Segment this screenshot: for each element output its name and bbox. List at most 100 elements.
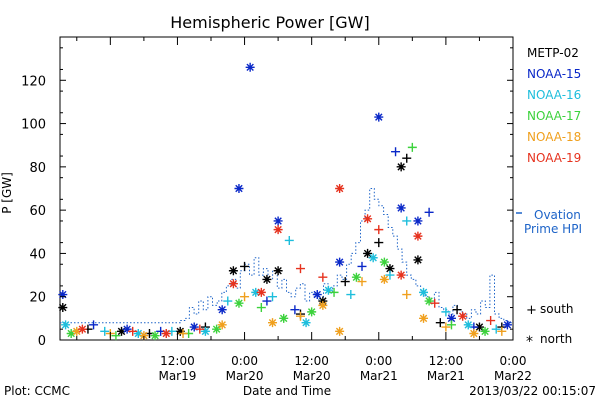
data-point-south [441,322,451,332]
data-point-south [402,290,412,300]
plot-frame [59,36,514,341]
data-point-north [318,300,328,310]
legend-item: NOAA-19 [527,151,581,165]
data-point-south [391,147,401,157]
chart-title: Hemispheric Power [GW] [170,13,369,32]
data-point-north [217,320,227,330]
data-point-north [58,290,68,300]
data-point-north [279,313,289,323]
data-point-north [379,257,389,267]
data-point-north [502,320,512,330]
data-point-south [89,320,99,330]
data-point-north [335,257,345,267]
north-legend-label: north [540,332,572,346]
data-point-south [223,296,233,306]
data-point-north [161,329,171,339]
data-point-north [379,274,389,284]
legend-item: NOAA-18 [527,130,581,144]
ovation-hpi-line [60,188,513,324]
data-point-south [407,142,417,152]
legend-item: METP-02 [527,46,579,60]
x-tick-label-date: Mar20 [293,369,331,383]
data-point-north [413,255,423,265]
data-point-north [469,329,479,339]
data-point-south [290,305,300,315]
data-point-north [419,287,429,297]
y-tick-label: 80 [29,161,46,176]
data-point-north [351,272,361,282]
data-point-south [402,153,412,163]
data-point-north [396,203,406,213]
data-point-north [413,231,423,241]
data-point-south [195,324,205,334]
data-point-south [385,270,395,280]
x-tick-label-time: 0:00 [365,354,392,368]
y-tick-label: 100 [21,118,46,133]
y-tick-label: 120 [21,74,46,89]
data-point-south [446,320,456,330]
data-point-north [234,184,244,193]
ovation-hpi-series [60,188,513,324]
data-point-south [497,326,507,336]
y-axis-label: P [GW] [0,172,14,214]
ovation-legend-label-line1: Ovation [534,208,581,222]
data-point-north [312,290,322,300]
data-point-north [228,279,238,289]
data-point-south [268,292,278,302]
data-point-south [374,238,384,248]
y-tick-label: 40 [29,247,46,262]
data-point-south [284,235,294,245]
data-point-north [396,270,406,280]
data-point-north [323,285,333,295]
data-point-north [474,322,484,332]
data-point-south [100,326,110,336]
legend-item: NOAA-16 [527,88,581,102]
data-point-south [452,305,462,315]
data-point-north [385,264,395,274]
south-legend-label: south [540,302,574,316]
data-point-north [251,287,261,297]
plot-source-label: Plot: CCMC [4,384,70,398]
data-point-north [256,287,266,297]
data-point-north [368,253,378,263]
data-point-south [486,316,496,326]
data-point-north [480,326,490,336]
data-point-south [357,277,367,287]
data-point-north [72,326,82,336]
data-point-north [77,324,87,334]
data-point-south [374,225,384,235]
legend-item: NOAA-17 [527,109,581,123]
data-point-north [234,298,244,308]
data-point-north [374,112,384,122]
data-point-north [463,320,473,330]
y-axis: 0 20 40 60 80 100 120 [21,47,513,349]
y-tick-label: 60 [29,204,46,219]
x-tick-label-time: 0:00 [500,354,527,368]
x-tick-label-time: 12:00 [429,354,464,368]
data-point-south [111,331,121,341]
data-point-north [66,329,76,339]
data-point-north [117,326,127,336]
x-tick-label-time: 12:00 [294,354,329,368]
data-point-north [424,296,434,306]
x-axis-label: Date and Time [243,384,331,398]
data-point-south [430,298,440,308]
x-tick-label-time: 12:00 [160,354,195,368]
data-point-south [491,324,501,334]
x-axis: 12:00Mar190:00Mar2012:00Mar200:00Mar2112… [76,37,532,383]
data-point-south [295,264,305,274]
x-tick-label-date: Mar21 [360,369,398,383]
data-point-north [446,313,456,323]
data-point-south [329,287,339,297]
x-tick-label-date: Mar22 [494,369,532,383]
data-point-north [458,311,468,321]
y-tick-label: 0 [38,334,46,349]
data-point-north [262,274,272,284]
data-point-north [335,184,345,193]
data-point-north [396,162,406,172]
data-point-north [189,322,199,332]
x-tick-label-date: Mar19 [158,369,196,383]
data-point-south [340,277,350,287]
data-point-north [245,62,255,72]
satellite-points [58,62,512,341]
